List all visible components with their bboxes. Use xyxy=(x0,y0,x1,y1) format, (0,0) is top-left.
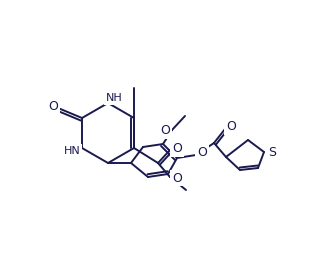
Text: O: O xyxy=(48,100,58,112)
Text: O: O xyxy=(172,171,182,184)
Text: NH: NH xyxy=(106,93,122,103)
Text: O: O xyxy=(172,143,182,155)
Text: O: O xyxy=(160,124,170,138)
Text: O: O xyxy=(197,147,207,159)
Text: S: S xyxy=(268,147,276,159)
Text: HN: HN xyxy=(64,146,80,156)
Text: O: O xyxy=(226,120,236,134)
